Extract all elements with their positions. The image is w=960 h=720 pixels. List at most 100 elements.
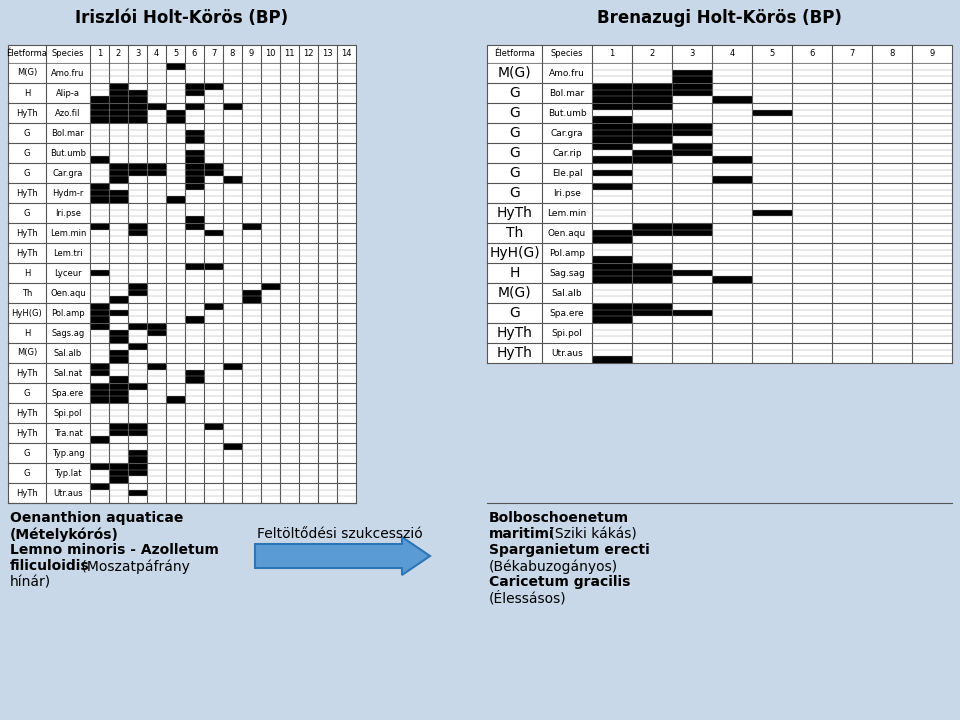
Text: 7: 7: [850, 50, 854, 58]
Bar: [592, 170, 632, 176]
Bar: [185, 150, 204, 156]
Text: 13: 13: [323, 50, 333, 58]
Bar: [487, 283, 952, 303]
Bar: [90, 463, 109, 469]
Bar: [8, 483, 356, 503]
Text: filiculoidis: filiculoidis: [10, 559, 89, 573]
Bar: [90, 303, 109, 310]
Bar: [109, 176, 128, 183]
Text: 2: 2: [116, 50, 121, 58]
Text: (Mételykórós): (Mételykórós): [10, 527, 119, 541]
Bar: [592, 130, 632, 136]
Text: 11: 11: [284, 50, 295, 58]
Bar: [128, 430, 147, 436]
Bar: [8, 263, 356, 283]
Text: Tra.nat: Tra.nat: [54, 428, 83, 438]
Bar: [166, 396, 185, 403]
Bar: [147, 103, 166, 109]
Bar: [8, 83, 356, 103]
Text: Spa.ere: Spa.ere: [550, 308, 585, 318]
Bar: [109, 383, 128, 390]
Text: Iri.pse: Iri.pse: [55, 209, 81, 217]
Text: G: G: [24, 209, 31, 217]
Bar: [204, 263, 223, 270]
Text: M(G): M(G): [17, 348, 37, 358]
Text: 5: 5: [173, 50, 179, 58]
Text: Bol.mar: Bol.mar: [549, 89, 585, 97]
Bar: [487, 223, 952, 243]
Text: H: H: [24, 269, 30, 277]
Bar: [632, 230, 672, 236]
Text: Lemno minoris - Azolletum: Lemno minoris - Azolletum: [10, 543, 219, 557]
Bar: [592, 183, 632, 189]
Text: Pol.amp: Pol.amp: [51, 308, 84, 318]
Bar: [592, 356, 632, 363]
Text: 3: 3: [134, 50, 140, 58]
Bar: [128, 170, 147, 176]
Bar: [204, 303, 223, 310]
Bar: [8, 463, 356, 483]
Bar: [8, 123, 356, 143]
Bar: [185, 223, 204, 230]
Text: H: H: [510, 266, 519, 280]
Bar: [487, 83, 952, 103]
Text: G: G: [509, 86, 520, 100]
Bar: [487, 343, 952, 363]
Bar: [487, 123, 952, 143]
Bar: [204, 170, 223, 176]
Bar: [90, 156, 109, 163]
Bar: [185, 369, 204, 377]
Text: 10: 10: [265, 50, 276, 58]
Bar: [632, 150, 672, 156]
Bar: [90, 223, 109, 230]
Bar: [8, 283, 356, 303]
Text: Sparganietum erecti: Sparganietum erecti: [489, 543, 650, 557]
Bar: [672, 270, 712, 276]
Bar: [185, 377, 204, 383]
Bar: [90, 363, 109, 369]
Bar: [185, 136, 204, 143]
Bar: [8, 243, 356, 263]
Text: Iriszlói Holt-Körös (BP): Iriszlói Holt-Körös (BP): [76, 9, 289, 27]
Bar: [672, 223, 712, 230]
Bar: [128, 223, 147, 230]
Bar: [109, 109, 128, 117]
Bar: [8, 303, 356, 323]
Bar: [592, 303, 632, 310]
Bar: [128, 103, 147, 109]
Text: Utr.aus: Utr.aus: [53, 488, 83, 498]
Bar: [109, 96, 128, 103]
Bar: [185, 216, 204, 223]
Bar: [487, 243, 952, 263]
Bar: [8, 343, 356, 363]
Bar: [204, 163, 223, 170]
Text: HyTh: HyTh: [16, 109, 37, 117]
Bar: [487, 45, 952, 63]
Bar: [109, 189, 128, 197]
Text: Sag.sag: Sag.sag: [549, 269, 585, 277]
Text: G: G: [24, 168, 31, 178]
Bar: [109, 103, 128, 109]
Bar: [592, 90, 632, 96]
Bar: [90, 270, 109, 276]
Bar: [128, 463, 147, 469]
Bar: [147, 330, 166, 336]
Text: Typ.ang: Typ.ang: [52, 449, 84, 457]
Bar: [672, 143, 712, 150]
Bar: [166, 197, 185, 203]
Bar: [8, 363, 356, 383]
Text: Spi.pol: Spi.pol: [54, 408, 83, 418]
Bar: [185, 316, 204, 323]
Bar: [128, 383, 147, 390]
Bar: [592, 263, 632, 270]
Bar: [109, 117, 128, 123]
Bar: [712, 276, 752, 283]
Text: Car.gra: Car.gra: [551, 128, 584, 138]
Text: Typ.lat: Typ.lat: [55, 469, 82, 477]
Bar: [166, 117, 185, 123]
Bar: [592, 310, 632, 316]
Text: Caricetum gracilis: Caricetum gracilis: [489, 575, 631, 589]
Bar: [128, 283, 147, 289]
Bar: [109, 477, 128, 483]
Bar: [672, 90, 712, 96]
